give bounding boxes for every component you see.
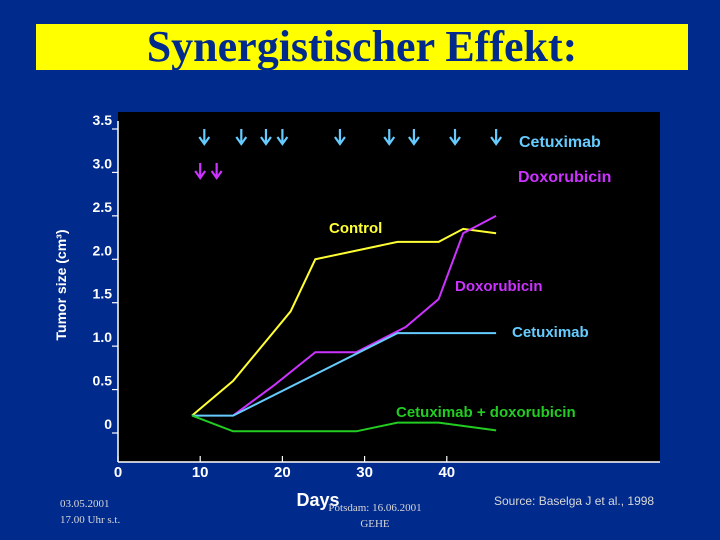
y-tick-label: 0.5 bbox=[93, 373, 113, 389]
y-tick-label: 3.0 bbox=[93, 155, 113, 171]
footer-event-block: Potsdam: 16.06.2001 GEHE bbox=[310, 500, 440, 532]
cetuximab-dose-arrow-head bbox=[490, 136, 503, 146]
doxorubicin-dose-arrow-head bbox=[194, 170, 207, 180]
footer-time: 17.00 Uhr s.t. bbox=[60, 514, 121, 526]
cetuximab-dose-arrow-head bbox=[235, 136, 248, 146]
series-line bbox=[232, 215, 497, 417]
title-banner: Synergistischer Effekt: bbox=[36, 24, 688, 70]
x-tick-label: 30 bbox=[356, 464, 373, 481]
y-tick-label: 1.5 bbox=[93, 286, 113, 302]
y-tick-label: 0 bbox=[104, 416, 112, 432]
x-tick-label: 40 bbox=[438, 464, 455, 481]
footer-source: Source: Baselga J et al., 1998 bbox=[494, 494, 655, 508]
y-axis-title: Tumor size (cm³) bbox=[53, 230, 69, 341]
x-tick-label: 10 bbox=[192, 464, 209, 481]
x-axis-title: Days bbox=[296, 490, 339, 510]
footer-date-block: 03.05.2001 17.00 Uhr s.t. bbox=[60, 496, 120, 528]
cetuximab-dose-arrow-head bbox=[198, 136, 211, 146]
plot-area bbox=[118, 112, 660, 462]
y-tick-label: 1.0 bbox=[93, 329, 113, 345]
y-tick-label: 3.5 bbox=[93, 112, 113, 128]
series-label-control: Control bbox=[329, 220, 382, 237]
series-line bbox=[191, 227, 497, 417]
series-label-cetuximab: Cetuximab bbox=[512, 324, 589, 341]
cetuximab-dose-arrow-head bbox=[334, 136, 346, 146]
y-tick-label: 2.5 bbox=[93, 199, 113, 215]
legend-label-cetuximab: Cetuximab bbox=[519, 134, 601, 151]
series-line bbox=[191, 414, 497, 433]
cetuximab-dose-arrow-head bbox=[383, 136, 396, 146]
cetuximab-dose-arrow-head bbox=[260, 136, 272, 146]
slide-title: Synergistischer Effekt: bbox=[146, 22, 578, 71]
cetuximab-dose-arrow-head bbox=[449, 136, 461, 146]
series-label-combination: Cetuximab + doxorubicin bbox=[396, 404, 576, 421]
y-tick-label: 2.0 bbox=[93, 242, 113, 258]
doxorubicin-dose-arrow-head bbox=[210, 170, 223, 180]
series-line bbox=[192, 332, 497, 417]
footer-event-name: GEHE bbox=[360, 518, 390, 530]
cetuximab-dose-arrow-head bbox=[276, 136, 289, 146]
legend-label-doxorubicin: Doxorubicin bbox=[518, 169, 611, 186]
series-label-doxorubicin: Doxorubicin bbox=[455, 278, 543, 295]
x-tick-label: 0 bbox=[114, 464, 122, 481]
cetuximab-dose-arrow-head bbox=[408, 136, 420, 146]
footer-event-location: Potsdam: 16.06.2001 bbox=[328, 502, 422, 514]
x-tick-label: 20 bbox=[274, 464, 291, 481]
footer-date: 03.05.2001 bbox=[60, 498, 110, 510]
